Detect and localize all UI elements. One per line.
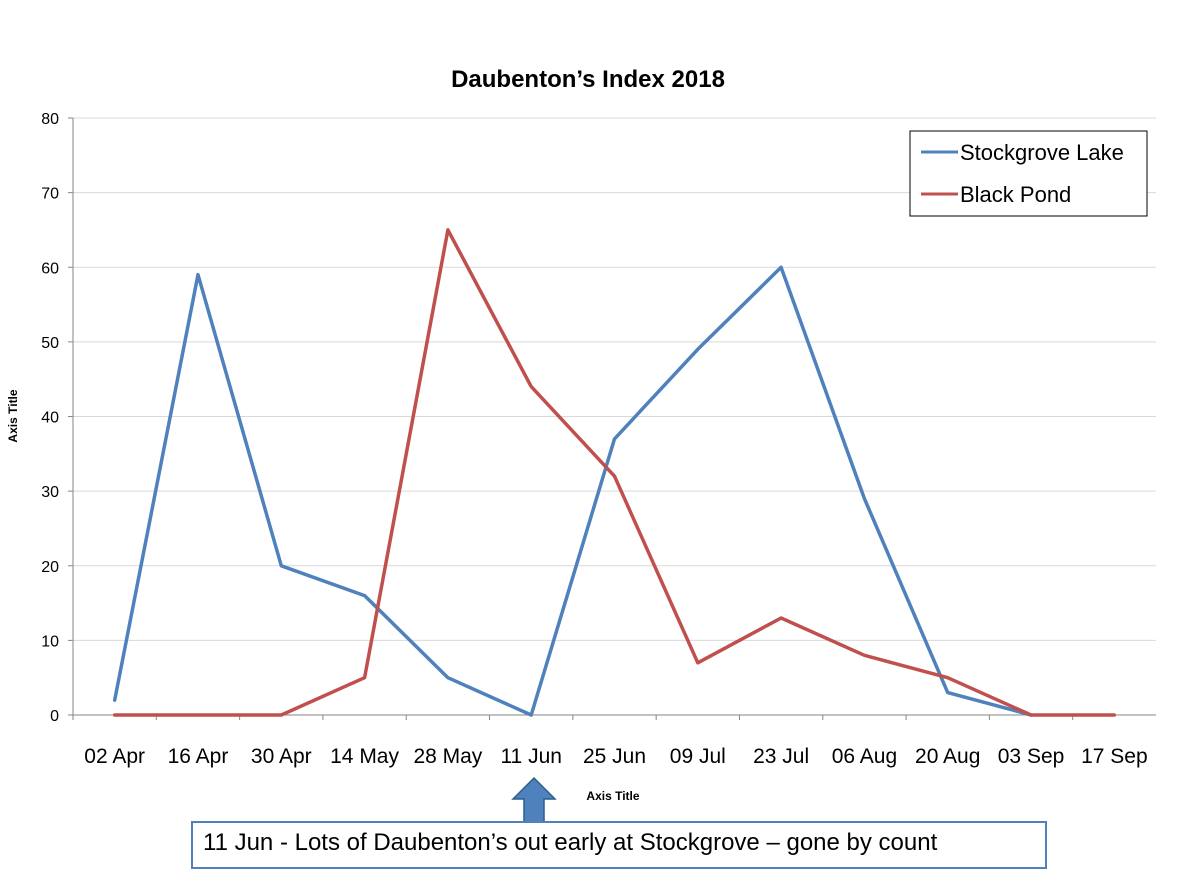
y-tick-labels: 0 10 20 30 40 50 60 70 80 <box>41 111 59 725</box>
x-tick-label-6: 25 Jun <box>583 745 646 768</box>
x-tick-label-8: 23 Jul <box>753 745 809 768</box>
arrow-shape <box>511 776 557 824</box>
legend-label-black-pond: Black Pond <box>960 182 1071 207</box>
x-tick-label-4: 28 May <box>413 745 482 768</box>
y-tick-label-80: 80 <box>41 111 59 128</box>
y-axis-title: Axis Title <box>6 389 20 442</box>
y-tick-label-60: 60 <box>41 260 59 277</box>
y-tick-label-20: 20 <box>41 559 59 576</box>
legend: Stockgrove Lake Black Pond <box>909 130 1148 217</box>
y-tick-label-40: 40 <box>41 410 59 427</box>
x-axis-title: Axis Title <box>586 789 639 803</box>
y-tick-label-50: 50 <box>41 335 59 352</box>
y-tick-label-30: 30 <box>41 484 59 501</box>
y-tick-label-70: 70 <box>41 186 59 203</box>
x-tick-label-9: 06 Aug <box>832 745 897 768</box>
legend-label-stockgrove-lake: Stockgrove Lake <box>960 140 1124 165</box>
series-lines <box>112 228 1117 717</box>
x-tick-label-3: 14 May <box>330 745 399 768</box>
annotation-callout: 11 Jun - Lots of Daubenton’s out early a… <box>191 821 1047 869</box>
x-tick-label-12: 17 Sep <box>1081 745 1148 768</box>
x-tick-label-10: 20 Aug <box>915 745 980 768</box>
x-tick-labels: 02 Apr 16 Apr 30 Apr 14 May 28 May 11 Jun 25 J… <box>72 715 1148 768</box>
chart-title: Daubenton’s Index 2018 <box>451 66 725 93</box>
x-tick-label-7: 09 Jul <box>670 745 726 768</box>
x-tick-label-1: 16 Apr <box>168 745 229 768</box>
legend-box <box>909 130 1148 217</box>
up-arrow-icon <box>511 776 557 824</box>
series-line-black-pond <box>112 228 1117 717</box>
y-tick-label-10: 10 <box>41 633 59 650</box>
annotation-text: 11 Jun - Lots of Daubenton’s out early a… <box>203 829 938 856</box>
x-tick-label-2: 30 Apr <box>251 745 312 768</box>
series-line-stockgrove-lake <box>112 265 1033 717</box>
x-tick-label-11: 03 Sep <box>998 745 1065 768</box>
x-tick-label-5: 11 Jun <box>500 745 562 768</box>
x-tick-label-0: 02 Apr <box>84 745 145 768</box>
y-tick-label-0: 0 <box>50 708 59 725</box>
